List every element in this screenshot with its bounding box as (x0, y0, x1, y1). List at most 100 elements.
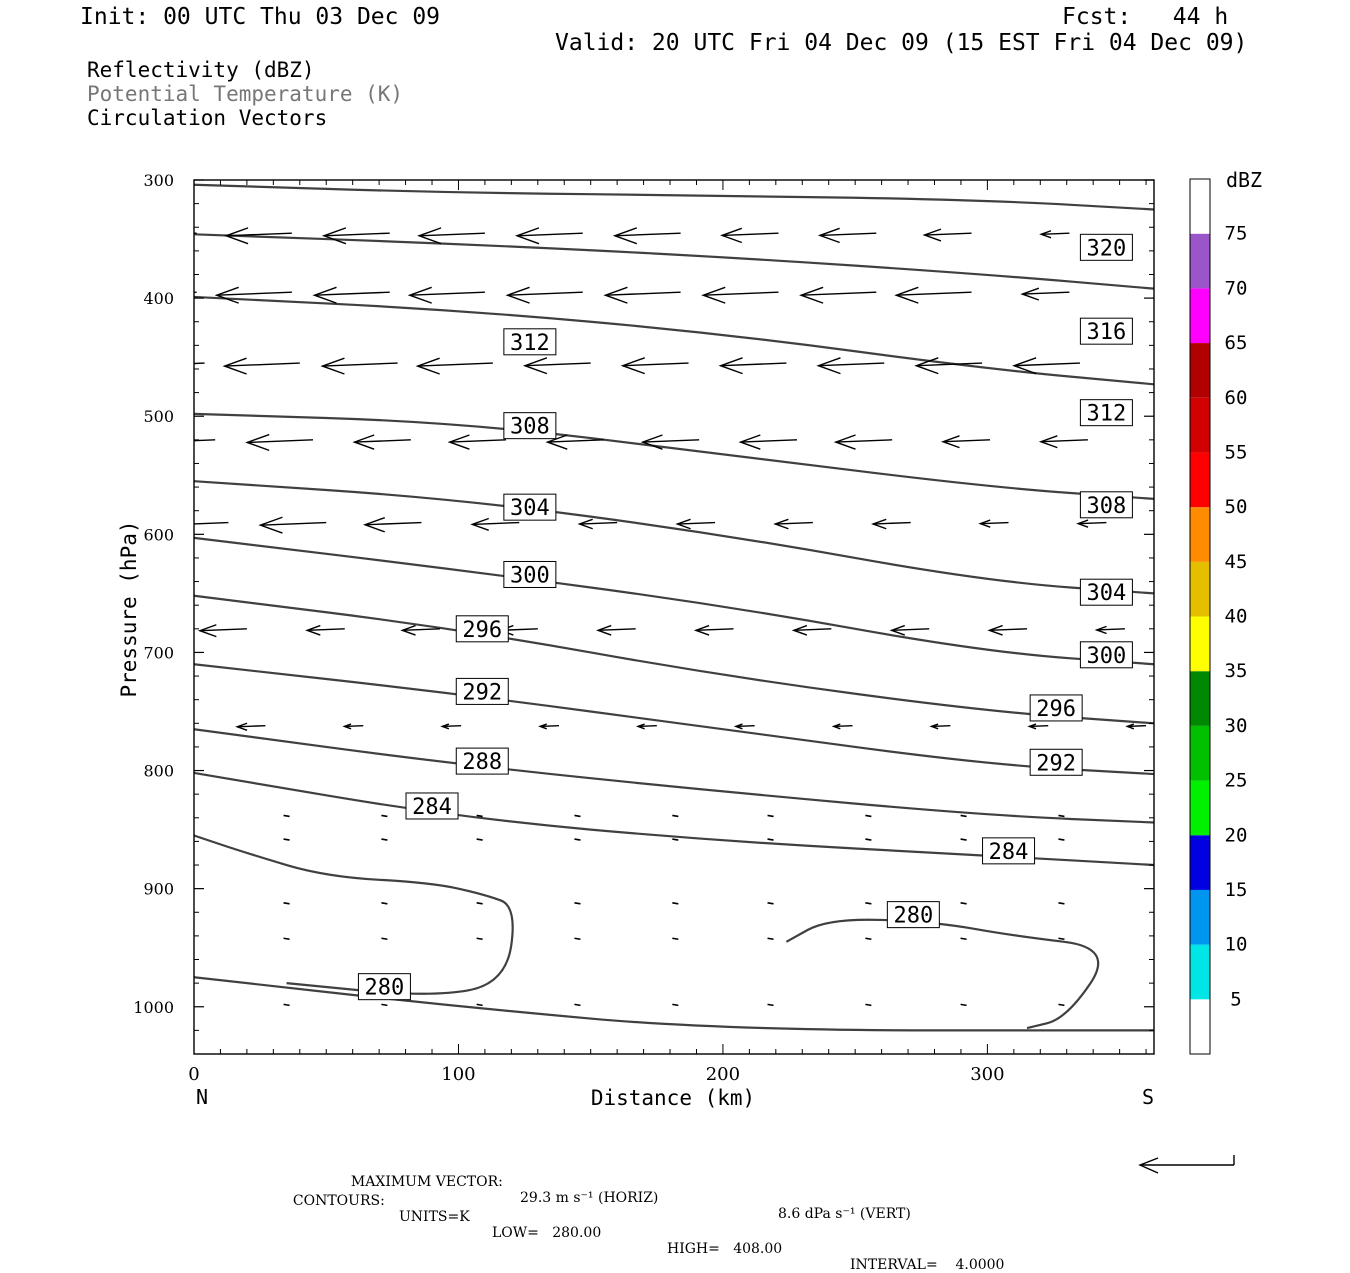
vector-arrow (914, 357, 983, 375)
vector-shaft (226, 232, 292, 237)
vector-arrow (1039, 230, 1070, 239)
contour-label: 280 (357, 973, 411, 1001)
contours-label: CONTOURS: (292, 1193, 385, 1209)
vector-dot (381, 937, 388, 941)
contour-label-box (405, 792, 459, 820)
contours-interval: INTERVAL= 4.0000 (850, 1257, 1005, 1273)
contour-label-box (357, 973, 411, 1001)
contour-296-7 (194, 663, 1154, 776)
y-tick-label: 400 (143, 289, 174, 308)
vector-head (140, 435, 162, 451)
y-tick-label: 900 (143, 880, 174, 899)
x-end-label-north: N (196, 1085, 208, 1109)
contour-label-box (455, 677, 509, 705)
contour-label-text: 284 (412, 795, 452, 820)
vector-head (545, 434, 568, 450)
x-tick-label: 200 (706, 1064, 740, 1085)
contour-label-box (1029, 748, 1083, 776)
vector-shaft (199, 628, 247, 632)
vector-head (197, 624, 217, 638)
vector-arrow (352, 434, 411, 450)
vector-head (352, 434, 375, 450)
contour-label-box (886, 901, 940, 929)
vector-arrow (620, 357, 689, 375)
contour-320-1 (194, 233, 1154, 290)
vector-arrow (940, 435, 991, 449)
vector-shaft (931, 724, 951, 728)
vector-head (407, 286, 432, 304)
vector-arrow (545, 434, 604, 450)
colorbar-tick-label: 40 (1225, 606, 1248, 628)
vector-head (640, 434, 663, 450)
colorbar-frame (1189, 178, 1211, 1055)
colorbar-segment (1190, 179, 1210, 234)
vector-head (620, 357, 645, 375)
vector-shaft (1096, 628, 1125, 631)
vector-shaft (409, 291, 485, 296)
vector-shaft (835, 439, 893, 443)
vector-head (1020, 287, 1040, 301)
vector-arrow (577, 518, 618, 530)
contour-label-text: 292 (462, 680, 502, 705)
vector-arrow (929, 723, 951, 730)
contour-label-text: 280 (893, 904, 933, 929)
vector-head (816, 357, 841, 375)
vector-dot (960, 814, 967, 818)
vector-arrow (362, 517, 422, 533)
vector-head (470, 517, 489, 531)
vector-head (1125, 723, 1135, 730)
vector-dot (283, 814, 290, 818)
contour-label: 312 (1079, 399, 1133, 427)
vector-dot (381, 902, 388, 905)
vector-shaft (442, 724, 462, 728)
contour-label: 312 (503, 328, 557, 356)
colorbar-segment (1190, 507, 1210, 562)
vector-dot (672, 838, 679, 841)
vector-head (894, 286, 919, 304)
vector-arrow (733, 723, 755, 730)
vector-head (1012, 357, 1037, 375)
vector-head (871, 518, 887, 530)
vector-arrow (258, 516, 327, 534)
contour-label-box (1079, 641, 1133, 669)
vector-arrow (719, 227, 779, 244)
vector-dot (1058, 814, 1065, 818)
colorbar-segment (1190, 343, 1210, 398)
contour-label-text: 308 (1087, 494, 1127, 519)
vector-arrow (514, 227, 583, 245)
vector-dot (672, 814, 679, 818)
contour-label-text: 296 (1036, 697, 1076, 722)
vector-shaft (703, 291, 779, 296)
vector-shaft (1041, 232, 1070, 235)
colorbar-tick-label: 70 (1225, 277, 1248, 299)
vector-dot (381, 1003, 388, 1007)
vector-head (595, 624, 612, 636)
vector-dot (672, 937, 679, 941)
x-tick-label: 0 (188, 1064, 199, 1085)
vector-head (415, 357, 440, 375)
vector-dot (574, 838, 581, 841)
vector-head (791, 624, 808, 636)
vector-arrow (1027, 723, 1049, 730)
contour-label-box (455, 615, 509, 643)
vector-dot (1058, 937, 1065, 941)
contour-label-box (503, 412, 557, 440)
y-tick-label: 600 (143, 525, 174, 544)
vector-head (321, 227, 347, 245)
vector-shaft (740, 439, 798, 443)
vector-head (833, 434, 856, 450)
vector-arrow (400, 624, 440, 636)
vector-shaft (524, 362, 591, 367)
colorbar-segment (1190, 288, 1210, 344)
vector-dot (767, 1003, 774, 1007)
vector-shaft (1014, 362, 1080, 367)
vector-arrow (978, 519, 1009, 528)
contour-label-box (1079, 491, 1133, 519)
vector-dot (960, 937, 967, 941)
vector-arrow (140, 435, 216, 451)
colorbar-segment (1190, 452, 1210, 508)
colorbar-segment (1190, 561, 1210, 617)
vector-arrow (245, 433, 314, 452)
vector-shaft (417, 362, 493, 367)
vector-dot (672, 1003, 679, 1007)
